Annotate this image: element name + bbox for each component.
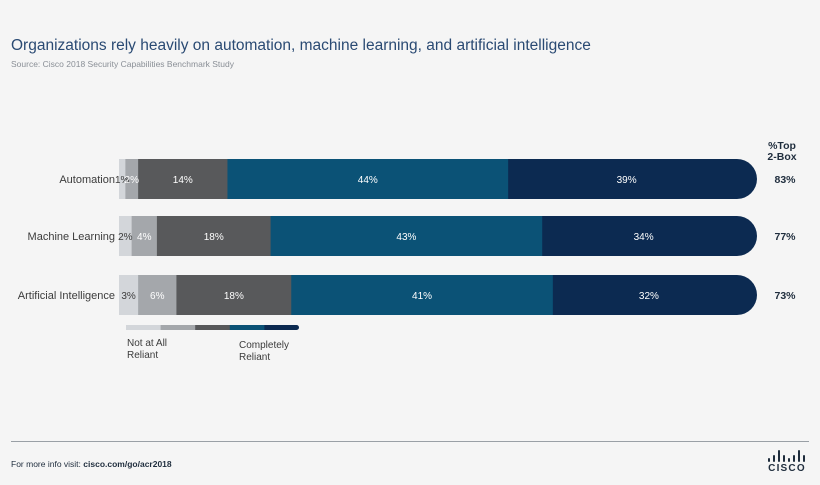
data-label: 18% xyxy=(204,232,224,243)
bar-segment xyxy=(119,159,126,199)
bar-segment xyxy=(119,275,139,315)
top2-header: %Top xyxy=(768,140,796,152)
data-label: 3% xyxy=(121,291,136,302)
footer-prefix: For more info visit: xyxy=(11,459,84,469)
bar-segment xyxy=(552,275,757,315)
cisco-bridge-icon xyxy=(768,450,806,462)
bar-segment xyxy=(227,159,509,199)
data-label: 32% xyxy=(639,291,659,302)
bars-layer xyxy=(119,159,757,315)
bar-segment xyxy=(119,216,133,256)
labels-layer: Automation 1%2% 14% 44% 39% 83%Machine Learni… xyxy=(18,140,797,302)
legend-swatch xyxy=(229,325,265,330)
data-label: 18% xyxy=(224,291,244,302)
legend-label-right: Completely xyxy=(239,340,289,351)
data-label: 43% xyxy=(396,232,416,243)
data-label: 2% xyxy=(125,175,140,186)
stacked-bar-chart: Automation 1%2% 14% 44% 39% 83%Machine Learni… xyxy=(18,140,797,363)
data-label: 1% xyxy=(115,175,130,186)
data-label: 4% xyxy=(137,232,152,243)
page-title: Organizations rely heavily on automation… xyxy=(11,37,591,54)
legend-label-right: Reliant xyxy=(239,352,270,363)
category-label: Machine Learning xyxy=(28,231,115,243)
cisco-logo-word: CISCO xyxy=(768,463,806,474)
legend-label-left: Reliant xyxy=(127,350,158,361)
legend-swatch xyxy=(264,325,299,330)
category-label: Artificial Intelligence xyxy=(18,290,115,302)
bar-segment xyxy=(176,275,292,315)
bar-segment xyxy=(138,275,177,315)
top2-label: 83% xyxy=(774,174,796,186)
bar-segment xyxy=(125,159,139,199)
top2-label: 77% xyxy=(774,231,796,243)
bar-segment xyxy=(270,216,543,256)
category-label: Automation xyxy=(59,174,115,186)
footer-link[interactable]: cisco.com/go/acr2018 xyxy=(83,459,172,469)
page-subtitle: Source: Cisco 2018 Security Capabilities… xyxy=(11,59,234,69)
legend-swatch xyxy=(195,325,231,330)
data-label: 14% xyxy=(173,175,193,186)
top2-header: 2-Box xyxy=(767,151,796,163)
data-label: 44% xyxy=(358,175,378,186)
bar-segment xyxy=(156,216,272,256)
legend-label-left: Not at All xyxy=(127,338,167,349)
data-label: 41% xyxy=(412,291,432,302)
bar-segment xyxy=(138,159,228,199)
footer-divider xyxy=(11,441,809,442)
bar-segment xyxy=(508,159,757,199)
top2-label: 73% xyxy=(774,290,796,302)
footer-text: For more info visit: cisco.com/go/acr201… xyxy=(11,459,172,469)
bar-segment xyxy=(291,275,554,315)
bar-segment xyxy=(542,216,757,256)
legend-swatch xyxy=(126,325,162,330)
data-label: 2% xyxy=(118,232,133,243)
cisco-logo: CISCO xyxy=(764,450,810,476)
legend-swatch xyxy=(160,325,196,330)
data-label: 39% xyxy=(617,175,637,186)
bar-segment xyxy=(131,216,158,256)
data-label: 6% xyxy=(150,291,165,302)
data-label: 34% xyxy=(634,232,654,243)
